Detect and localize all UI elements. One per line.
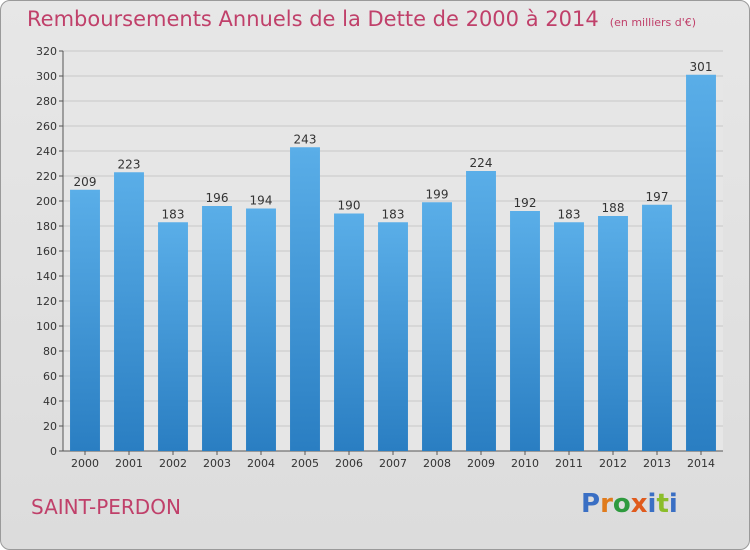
y-tick-label: 260: [36, 120, 57, 133]
logo-letter: i: [647, 489, 657, 519]
y-tick-label: 20: [43, 420, 57, 433]
y-tick-label: 240: [36, 145, 57, 158]
bar: [378, 222, 408, 451]
y-tick-label: 180: [36, 220, 57, 233]
bar: [70, 189, 100, 451]
bar-value-label: 183: [382, 207, 405, 221]
y-tick-label: 320: [36, 45, 57, 58]
bar: [290, 147, 320, 451]
bar-value-label: 188: [602, 201, 625, 215]
bar-value-label: 209: [74, 175, 97, 189]
x-tick-label: 2009: [467, 457, 495, 470]
y-tick-label: 40: [43, 395, 57, 408]
proxiti-logo: Proxiti: [581, 489, 678, 519]
bar-value-label: 196: [206, 191, 229, 205]
logo-letter: i: [668, 489, 678, 519]
x-tick-label: 2003: [203, 457, 231, 470]
bar: [510, 211, 540, 451]
bar: [114, 172, 144, 451]
bar: [686, 74, 716, 451]
bar-value-label: 183: [558, 207, 581, 221]
bar-value-label: 190: [338, 199, 361, 213]
y-tick-label: 60: [43, 370, 57, 383]
x-tick-label: 2007: [379, 457, 407, 470]
x-tick-label: 2013: [643, 457, 671, 470]
x-tick-label: 2006: [335, 457, 363, 470]
chart-unit: (en milliers d'€): [609, 16, 697, 29]
bar-value-label: 197: [646, 190, 669, 204]
bar-chart: 0 20 40 60 80 100 120 140 160 180 200 220 240 260 280 3…: [36, 45, 723, 470]
chart-title-block: Remboursements Annuels de la Dette de 20…: [27, 7, 696, 31]
x-tick-label: 2014: [687, 457, 715, 470]
y-tick-label: 280: [36, 95, 57, 108]
bar: [642, 204, 672, 451]
bar-value-label: 192: [514, 196, 537, 210]
y-tick-label: 120: [36, 295, 57, 308]
y-tick-label: 100: [36, 320, 57, 333]
x-tick-label: 2000: [71, 457, 99, 470]
logo-letter: P: [581, 489, 601, 519]
x-tick-label: 2011: [555, 457, 583, 470]
bar-value-label: 194: [250, 194, 273, 208]
x-tick-label: 2010: [511, 457, 539, 470]
bar-value-label: 224: [470, 156, 493, 170]
y-tick-label: 220: [36, 170, 57, 183]
y-tick-label: 200: [36, 195, 57, 208]
y-tick-label: 140: [36, 270, 57, 283]
bar-value-label: 243: [294, 132, 317, 146]
logo-letter: x: [630, 489, 648, 519]
x-tick-label: 2002: [159, 457, 187, 470]
bar: [466, 171, 496, 451]
y-tick-label: 300: [36, 70, 57, 83]
x-tick-label: 2005: [291, 457, 319, 470]
bar: [598, 216, 628, 451]
y-tick-label: 160: [36, 245, 57, 258]
bar-value-label: 183: [162, 207, 185, 221]
x-tick-label: 2004: [247, 457, 275, 470]
bar: [554, 222, 584, 451]
x-tick-label: 2012: [599, 457, 627, 470]
y-tick-label: 0: [50, 445, 57, 458]
bar: [422, 202, 452, 451]
x-tick-label: 2001: [115, 457, 143, 470]
bar-value-label: 301: [690, 60, 713, 74]
bar: [334, 213, 364, 451]
x-tick-label: 2008: [423, 457, 451, 470]
logo-letter: t: [656, 489, 669, 519]
bar-value-label: 199: [426, 187, 449, 201]
y-tick-label: 80: [43, 345, 57, 358]
bar: [246, 208, 276, 451]
logo-letter: r: [600, 489, 613, 519]
bar: [158, 222, 188, 451]
bar-value-label: 223: [118, 157, 141, 171]
logo-letter: o: [612, 489, 631, 519]
bar: [202, 206, 232, 451]
chart-title: Remboursements Annuels de la Dette de 20…: [27, 7, 599, 31]
commune-name: SAINT-PERDON: [31, 495, 181, 519]
